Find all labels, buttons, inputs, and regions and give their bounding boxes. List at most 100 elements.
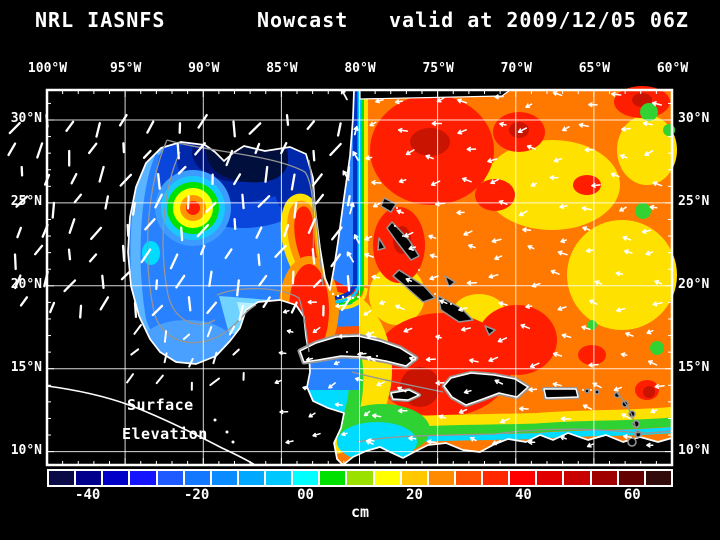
current-vector-arrow [63,279,77,293]
current-vector-arrow [254,142,261,155]
current-vector-arrow [233,218,237,230]
current-vector-arrow [353,234,360,244]
current-vector-arrow [518,406,529,412]
current-vector-arrow [490,178,500,185]
current-vector-arrow [180,226,184,242]
current-vector-arrow [342,170,350,181]
current-vector-arrow [428,234,437,240]
current-vector-arrow [458,408,468,414]
current-vector-arrow [488,273,499,279]
current-vector-arrow [357,351,367,357]
current-vector-arrow [68,218,76,234]
current-vector-arrow [610,91,622,97]
current-vector-arrow [654,383,665,389]
current-vector-arrow [557,306,567,311]
current-vector-arrow [460,326,471,332]
lat-tick-label: 10°N [10,442,42,458]
current-vector-arrow [205,201,217,213]
current-vector-arrow [468,358,479,364]
current-vector-arrow [363,309,372,316]
current-vector-arrow [366,355,376,362]
current-vector-arrow [408,245,417,251]
current-vector-arrow [488,356,499,363]
current-vector-arrow [140,248,152,264]
current-vector-arrow [525,103,533,109]
lon-tick-label: 80°W [344,61,376,76]
current-vector-arrow [274,244,287,258]
current-vector-arrow [581,325,591,331]
colorbar-segment [184,471,210,485]
colorbar-segment [374,471,400,485]
colorbar-tick-label: 00 [297,487,314,503]
current-vector-arrow [436,97,445,103]
lat-tick-label: 20°N [678,276,710,292]
current-vector-arrow [329,142,342,157]
current-vector-arrow [241,193,245,210]
current-vector-arrow [463,230,473,236]
colorbar-tick-label: -40 [75,487,101,503]
current-vector-arrow [36,142,44,159]
current-vector-arrow [341,431,348,437]
current-vector-arrow [584,147,595,153]
current-vector-arrow [346,251,355,263]
current-vector-arrow [154,193,163,209]
current-vector-arrow [206,301,218,315]
current-vector-arrow [155,374,164,385]
current-vector-arrow [306,120,315,131]
current-vector-arrow [146,120,155,134]
current-vector-arrow [426,439,437,445]
current-vector-arrow [290,173,296,191]
current-vector-arrow [457,129,467,135]
lat-tick-label: 15°N [10,359,42,375]
current-vector-arrow [552,351,563,357]
current-vector-arrow [405,149,415,156]
current-vector-arrow [557,250,568,256]
current-vector-arrow [14,274,22,290]
lon-tick-label: 95°W [109,61,142,76]
current-vector-arrow [126,223,130,237]
current-vector-arrow [372,202,382,208]
map-border [45,88,674,467]
current-vector-arrow [312,149,316,162]
current-vector-arrow [588,362,599,368]
current-vector-arrow [70,172,78,185]
current-vector-arrow [498,301,508,307]
current-vector-arrow [285,113,290,127]
current-vector-arrow [641,228,651,234]
current-vector-arrow [182,333,191,341]
pacific-coastline [46,385,256,466]
current-vector-arrow [623,434,632,440]
current-vector-arrow [434,201,446,207]
current-vector-arrow [73,193,83,204]
colorbar-segment [293,471,319,485]
current-vector-arrow [592,382,602,389]
lon-tick-label: 75°W [422,61,454,76]
colorbar-segment [49,471,75,485]
current-vector-arrow [286,329,294,334]
current-vector-arrow [403,327,413,333]
current-vector-arrow [283,224,290,238]
current-vector-arrow [520,323,531,330]
current-vector-arrow [340,296,352,312]
field-label-line1: Surface [127,396,194,414]
current-vector-arrow [347,165,351,179]
current-vector-arrow [364,235,373,241]
colorbar-segment [320,471,346,485]
current-vector-arrow [133,301,138,319]
lon-tick-label: 70°W [500,61,532,76]
current-vector-arrow [498,200,508,205]
current-vector-arrow [463,389,472,395]
current-vector-arrow [431,120,443,127]
current-vector-arrow [581,206,593,212]
current-vector-arrow [328,382,336,389]
current-vector-arrow [346,194,351,207]
current-vector-arrow [101,274,105,290]
current-vector-arrow [175,274,186,289]
current-vector-arrow [238,304,244,321]
current-vector-arrow [613,386,623,392]
current-vector-arrow [206,326,213,338]
current-vector-arrow [196,223,210,238]
colorbar-segment [455,471,481,485]
colorbar-segment [428,471,454,485]
current-vector-arrow [354,376,364,382]
